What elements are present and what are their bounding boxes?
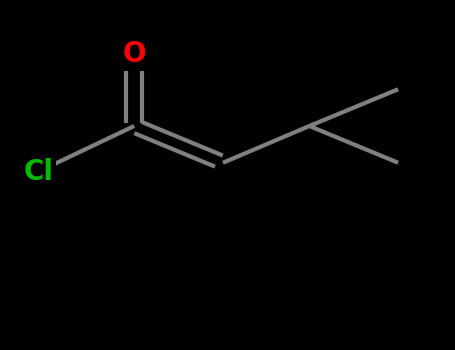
Text: O: O xyxy=(122,40,146,68)
Text: Cl: Cl xyxy=(24,158,54,186)
